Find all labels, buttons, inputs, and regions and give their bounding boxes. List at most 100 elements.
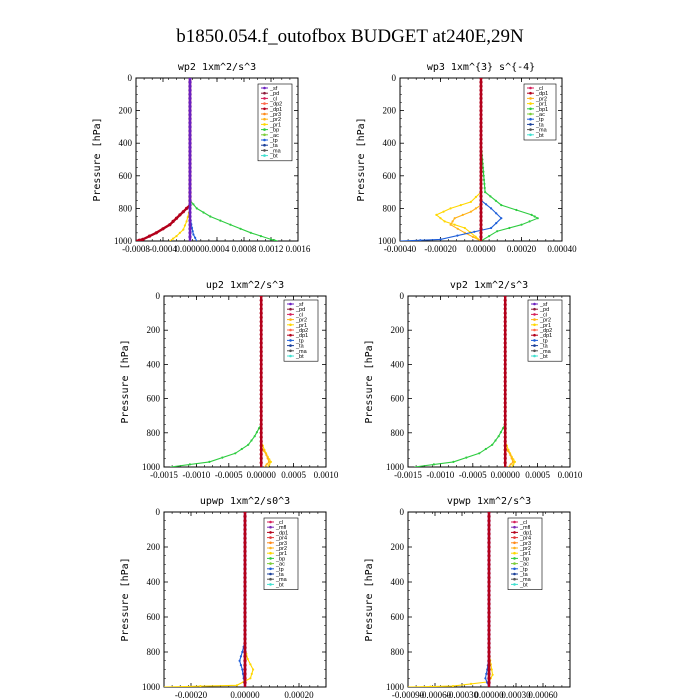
- series-marker-dp1: [479, 80, 483, 84]
- series-marker-sf: [188, 141, 192, 145]
- legend-entry: _ta: [535, 122, 545, 128]
- legend-entry: _pr2: [535, 96, 547, 102]
- legend-marker-pd: [289, 307, 292, 311]
- legend-entry: _pr2: [539, 318, 551, 324]
- series-marker-dp1: [137, 238, 141, 241]
- series-marker-bp: [247, 443, 250, 446]
- series-marker-dp1: [487, 624, 491, 628]
- legend-marker-pr2: [513, 546, 516, 550]
- series-marker-pr1: [185, 220, 188, 223]
- series-marker-bp: [239, 227, 242, 230]
- x-tick-label: 0.00000: [474, 690, 504, 700]
- series-marker-dp1: [503, 418, 507, 422]
- legend-marker-cl: [533, 313, 536, 316]
- legend-entry: _tp: [275, 567, 284, 573]
- series-marker-pr2: [511, 460, 515, 463]
- series-marker-sf: [188, 162, 192, 166]
- legend-entry: _dp2: [295, 328, 308, 334]
- legend-entry: _pr2: [269, 117, 281, 123]
- series-marker-dp1: [259, 362, 263, 366]
- series-marker-sf: [188, 178, 192, 182]
- series-marker-pr2: [453, 217, 456, 220]
- legend-entry: _pr1: [539, 323, 551, 329]
- legend-box: [257, 83, 293, 162]
- legend-marker-pr1: [289, 323, 292, 327]
- y-tick-label: 400: [391, 577, 405, 587]
- series-marker-dp1: [503, 384, 507, 388]
- x-tick-label: 0.0010: [314, 470, 339, 480]
- legend-entry: _pr1: [275, 551, 287, 557]
- legend-entry: _ta: [295, 344, 305, 350]
- x-tick-label: -0.00040: [384, 244, 417, 254]
- series-marker-dp1: [243, 519, 247, 523]
- series-marker-dp1: [243, 628, 247, 632]
- series-marker-dp1: [259, 324, 263, 328]
- legend-entry: _tp: [539, 338, 548, 344]
- series-marker-sf: [188, 96, 192, 100]
- series-marker-dp1: [503, 422, 507, 426]
- series-marker-dp1: [503, 296, 507, 298]
- legend-entry: _sf: [269, 86, 278, 92]
- series-marker-dp1: [243, 597, 247, 602]
- legend-marker-pr1: [533, 323, 536, 327]
- legend-marker-sf: [533, 302, 536, 306]
- legend-entry: _pr2: [295, 318, 307, 324]
- legend-entry: _bt: [539, 354, 548, 360]
- series-marker-dp1: [503, 439, 507, 443]
- series-group: [164, 512, 255, 687]
- legend-entry: _cl: [519, 520, 527, 526]
- x-tick-label: -0.0010: [183, 470, 211, 480]
- chart-title: upwp 1xm^2/s0^3: [200, 496, 290, 507]
- series-marker-dp1: [243, 606, 247, 610]
- legend-entry: _pr2: [519, 546, 531, 552]
- legend-entry: _ma: [295, 349, 308, 355]
- x-tick-label: 0.0010: [558, 470, 583, 480]
- series-marker-pr2: [509, 453, 512, 457]
- series-marker-dp1: [479, 162, 483, 166]
- legend-marker-ac: [513, 562, 516, 565]
- x-tick-label: 0.00000: [466, 244, 496, 254]
- legend-entry: _bt: [269, 154, 278, 160]
- series-marker-dp1: [259, 452, 263, 456]
- series-marker-dp1: [503, 461, 507, 465]
- series-marker-dp1: [503, 452, 507, 456]
- series-marker-dp1: [487, 532, 491, 536]
- y-tick-label: 800: [147, 428, 161, 438]
- series-marker-dp1: [479, 174, 483, 178]
- series-marker-dp1: [503, 354, 507, 358]
- series-marker-dp1: [243, 619, 247, 624]
- legend-marker-tp: [529, 117, 532, 121]
- legend-marker-bp: [513, 557, 516, 560]
- series-marker-dp1: [259, 354, 263, 358]
- series-marker-dp1: [487, 567, 491, 571]
- y-axis-label: Pressure [hPa]: [364, 339, 375, 423]
- series-marker-dp1: [487, 512, 491, 514]
- series-marker-dp1: [243, 663, 247, 667]
- series-marker-bp: [482, 170, 485, 173]
- series-marker-tp: [419, 239, 422, 241]
- series-marker-dp1: [243, 527, 247, 532]
- series-marker-bp: [500, 204, 503, 207]
- series-marker-sf: [188, 194, 192, 198]
- series-marker-dp1: [479, 129, 483, 133]
- y-tick-label: 400: [391, 359, 405, 369]
- series-marker-dp1: [259, 375, 263, 379]
- y-tick-label: 800: [391, 647, 405, 657]
- series-marker-dp1: [259, 350, 263, 354]
- series-line-pr2: [449, 78, 482, 241]
- series-marker-bp: [533, 215, 536, 218]
- series-marker-sf: [188, 157, 192, 162]
- series-marker-dp1: [259, 296, 263, 298]
- series-marker-dp1: [479, 92, 483, 96]
- legend-marker-pr4: [269, 536, 272, 539]
- legend-marker-pr2: [269, 546, 272, 550]
- series-marker-dp1: [259, 307, 263, 311]
- series-marker-pr1: [442, 210, 445, 213]
- y-tick-label: 1000: [386, 462, 405, 472]
- series-marker-dp1: [243, 593, 247, 597]
- series-marker-pr1: [451, 685, 455, 687]
- series-marker-dp1: [479, 84, 483, 88]
- legend-marker-ta: [533, 344, 536, 347]
- series-marker-dp1: [487, 584, 491, 589]
